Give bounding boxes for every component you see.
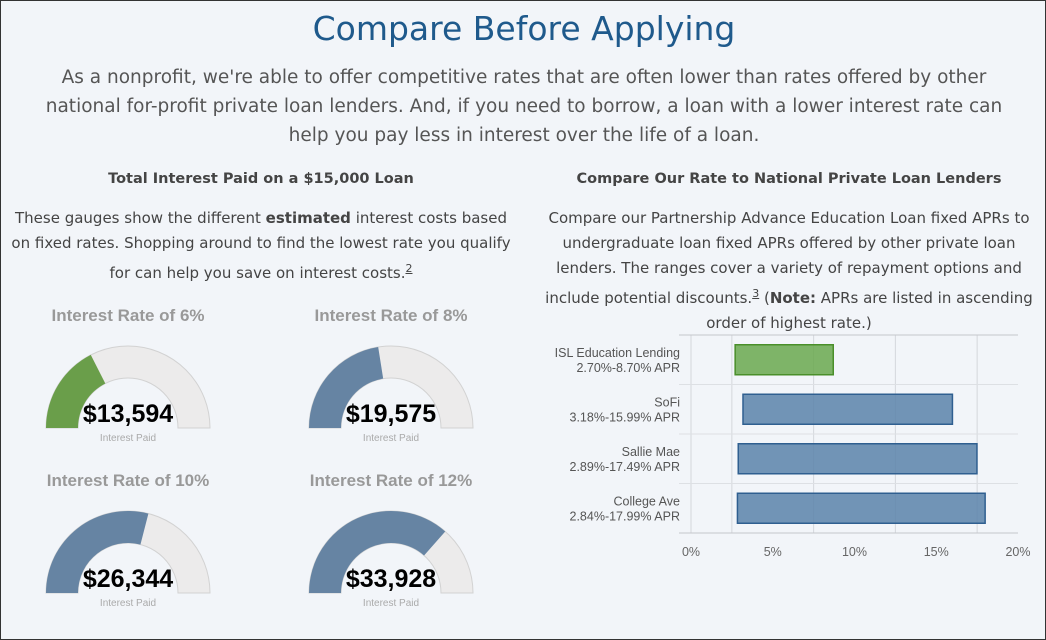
- desc-bold: estimated: [265, 209, 351, 227]
- x-tick-label: 0%: [682, 545, 700, 559]
- interest-gauge: [45, 345, 211, 429]
- category-sublabel: 2.89%-17.49% APR: [570, 460, 681, 474]
- chart-heading: Compare Our Rate to National Private Loa…: [576, 171, 1002, 187]
- chart-description: Compare our Partnership Advance Educatio…: [537, 206, 1041, 336]
- desc-text: APRs are listed in ascending order of hi…: [706, 289, 1033, 332]
- gauge-label: Interest Rate of 12%: [309, 471, 473, 490]
- x-tick-label: 15%: [924, 545, 949, 559]
- page-title: Compare Before Applying: [312, 9, 736, 48]
- bar-isl-education-lending: [734, 344, 834, 376]
- desc-bold: Note:: [769, 289, 817, 307]
- gauge-sublabel: Interest Paid: [362, 598, 420, 609]
- category-sublabel: 2.70%-8.70% APR: [576, 361, 680, 375]
- gauges-description: These gauges show the different estimate…: [11, 206, 511, 286]
- bar-college-ave: [736, 492, 986, 524]
- category-sublabel: 3.18%-15.99% APR: [570, 410, 681, 424]
- bar-sallie-mae: [737, 443, 978, 475]
- x-tick-label: 5%: [764, 545, 782, 559]
- gauges-heading: Total Interest Paid on a $15,000 Loan: [108, 171, 414, 187]
- category-label: SoFi: [654, 395, 680, 409]
- gauge-fill: [309, 347, 384, 428]
- gauge-sublabel: Interest Paid: [362, 433, 420, 444]
- gauge-value: $19,575: [345, 400, 437, 428]
- gauge-sublabel: Interest Paid: [99, 598, 157, 609]
- gauge-label: Interest Rate of 10%: [46, 471, 210, 490]
- interest-gauge: [308, 510, 474, 594]
- interest-gauge: [45, 510, 211, 594]
- gauge-label: Interest Rate of 8%: [314, 306, 468, 325]
- desc-text: (: [759, 289, 770, 307]
- footnote-link-2[interactable]: 2: [405, 262, 413, 275]
- category-label: College Ave: [614, 494, 681, 508]
- category-label: Sallie Mae: [622, 445, 680, 459]
- x-tick-label: 10%: [842, 545, 867, 559]
- gauge-fill: [46, 511, 149, 593]
- gauge-sublabel: Interest Paid: [99, 433, 157, 444]
- intro-text: As a nonprofit, we're able to offer comp…: [45, 67, 1003, 146]
- footnote-link-3[interactable]: 3: [752, 287, 760, 300]
- desc-text: Compare our Partnership Advance Educatio…: [545, 209, 1030, 307]
- bar-sofi: [742, 393, 954, 425]
- gauge-value: $26,344: [82, 565, 174, 593]
- category-sublabel: 2.84%-17.99% APR: [570, 509, 681, 523]
- category-label: ISL Education Lending: [555, 346, 680, 360]
- gauge-value: $33,928: [345, 565, 437, 593]
- gauge-label: Interest Rate of 6%: [51, 306, 205, 325]
- desc-text: interest costs based on fixed rates. Sho…: [11, 209, 511, 282]
- gauge-value: $13,594: [82, 400, 174, 428]
- x-tick-label: 20%: [1005, 545, 1030, 559]
- desc-text: These gauges show the different: [15, 209, 266, 227]
- gauge-fill: [309, 511, 446, 593]
- gauge-fill: [46, 354, 106, 428]
- interest-gauge: [308, 345, 474, 429]
